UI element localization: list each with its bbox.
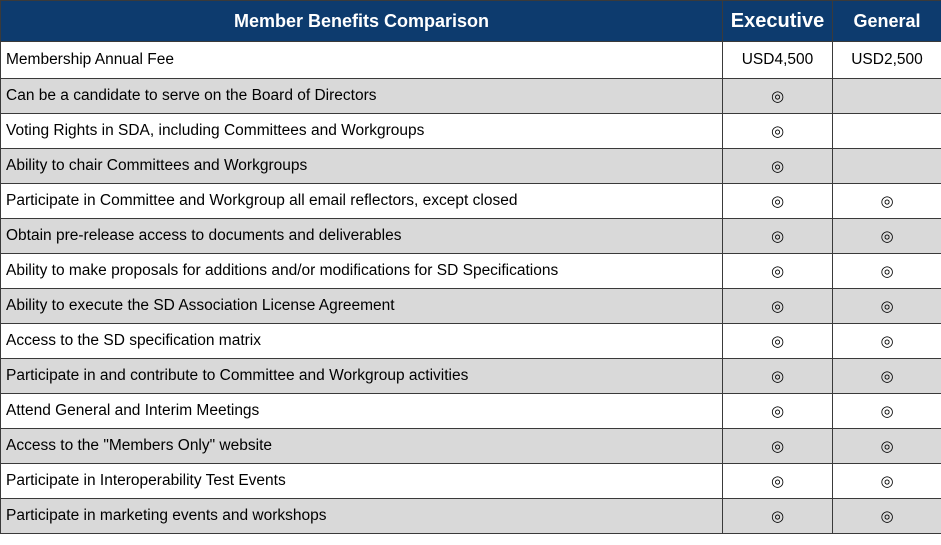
executive-double-circle-icon: ◎ — [722, 148, 833, 184]
table-body: Membership Annual Fee USD4,500 USD2,500 … — [0, 41, 941, 534]
general-double-circle-icon: ◎ — [832, 428, 941, 464]
executive-column-header: Executive — [722, 0, 833, 42]
table-row: Obtain pre-release access to documents a… — [0, 218, 941, 254]
executive-double-circle-icon: ◎ — [722, 393, 833, 429]
executive-double-circle-icon: ◎ — [722, 113, 833, 149]
general-double-circle-icon: ◎ — [832, 358, 941, 394]
executive-double-circle-icon: ◎ — [722, 463, 833, 499]
benefit-label: Can be a candidate to serve on the Board… — [0, 78, 723, 114]
table-row: Access to the "Members Only" website ◎ ◎ — [0, 428, 941, 464]
table-row: Ability to execute the SD Association Li… — [0, 288, 941, 324]
executive-double-circle-icon: ◎ — [722, 183, 833, 219]
executive-double-circle-icon: ◎ — [722, 253, 833, 289]
benefit-label: Voting Rights in SDA, including Committe… — [0, 113, 723, 149]
fee-row: Membership Annual Fee USD4,500 USD2,500 — [0, 41, 941, 79]
executive-double-circle-icon: ◎ — [722, 428, 833, 464]
table-row: Ability to make proposals for additions … — [0, 253, 941, 289]
executive-double-circle-icon: ◎ — [722, 218, 833, 254]
table-row: Access to the SD specification matrix ◎ … — [0, 323, 941, 359]
benefit-label: Participate in Committee and Workgroup a… — [0, 183, 723, 219]
table-row: Participate in and contribute to Committ… — [0, 358, 941, 394]
benefit-label: Ability to execute the SD Association Li… — [0, 288, 723, 324]
general-mark-cell — [832, 78, 941, 114]
general-double-circle-icon: ◎ — [832, 498, 941, 534]
executive-double-circle-icon: ◎ — [722, 358, 833, 394]
general-double-circle-icon: ◎ — [832, 288, 941, 324]
benefit-label: Participate in and contribute to Committ… — [0, 358, 723, 394]
benefit-label: Ability to chair Committees and Workgrou… — [0, 148, 723, 184]
fee-label: Membership Annual Fee — [0, 41, 723, 79]
benefit-label: Access to the "Members Only" website — [0, 428, 723, 464]
executive-double-circle-icon: ◎ — [722, 288, 833, 324]
executive-double-circle-icon: ◎ — [722, 498, 833, 534]
benefit-label: Ability to make proposals for additions … — [0, 253, 723, 289]
executive-double-circle-icon: ◎ — [722, 323, 833, 359]
table-row: Can be a candidate to serve on the Board… — [0, 78, 941, 114]
table-row: Participate in Committee and Workgroup a… — [0, 183, 941, 219]
general-mark-cell — [832, 113, 941, 149]
table-row: Voting Rights in SDA, including Committe… — [0, 113, 941, 149]
general-mark-cell — [832, 148, 941, 184]
general-double-circle-icon: ◎ — [832, 253, 941, 289]
general-column-header: General — [832, 0, 941, 42]
benefits-comparison-table: Member Benefits Comparison Executive Gen… — [0, 0, 941, 534]
general-double-circle-icon: ◎ — [832, 393, 941, 429]
header-row: Member Benefits Comparison Executive Gen… — [0, 0, 941, 42]
benefit-label: Participate in marketing events and work… — [0, 498, 723, 534]
general-double-circle-icon: ◎ — [832, 218, 941, 254]
general-double-circle-icon: ◎ — [832, 323, 941, 359]
general-double-circle-icon: ◎ — [832, 463, 941, 499]
general-fee: USD2,500 — [832, 41, 941, 79]
table-title: Member Benefits Comparison — [0, 0, 723, 42]
benefit-label: Participate in Interoperability Test Eve… — [0, 463, 723, 499]
table-row: Participate in Interoperability Test Eve… — [0, 463, 941, 499]
benefit-label: Access to the SD specification matrix — [0, 323, 723, 359]
benefit-label: Attend General and Interim Meetings — [0, 393, 723, 429]
table-row: Ability to chair Committees and Workgrou… — [0, 148, 941, 184]
executive-double-circle-icon: ◎ — [722, 78, 833, 114]
benefit-label: Obtain pre-release access to documents a… — [0, 218, 723, 254]
table-row: Attend General and Interim Meetings ◎ ◎ — [0, 393, 941, 429]
executive-fee: USD4,500 — [722, 41, 833, 79]
table-header: Member Benefits Comparison Executive Gen… — [0, 0, 941, 42]
general-double-circle-icon: ◎ — [832, 183, 941, 219]
table-row: Participate in marketing events and work… — [0, 498, 941, 534]
